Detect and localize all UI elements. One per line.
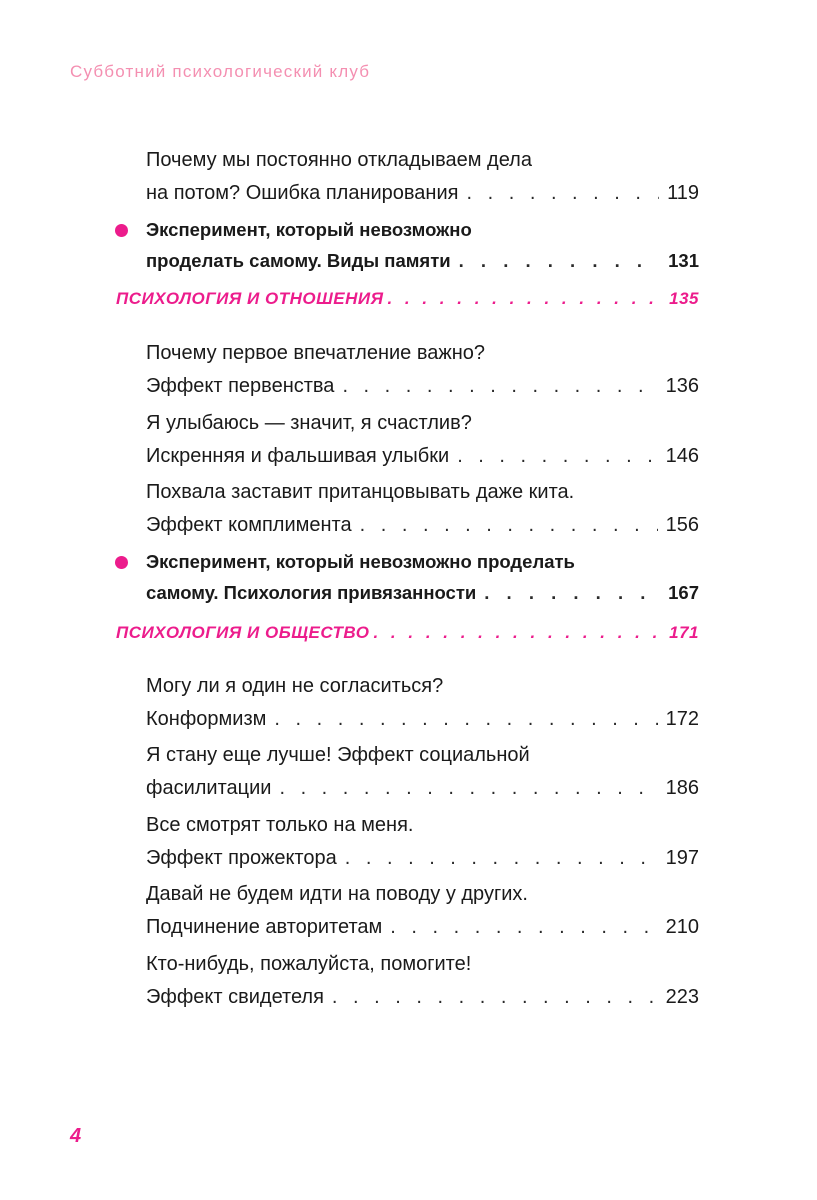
toc-entry-title-line-2: проделать самому. Виды памяти: [146, 250, 451, 271]
toc-entry[interactable]: Почему первое впечатление важно? Эффект …: [146, 337, 699, 403]
toc-page-number: 119: [667, 182, 699, 204]
toc-page-number: 223: [665, 986, 699, 1008]
toc-entry-title-line-1: Похвала заставит пританцовывать даже кит…: [146, 481, 575, 503]
toc-entry-title-line-2: фасилитации: [146, 777, 272, 799]
bullet-icon: [115, 224, 128, 237]
toc-entry[interactable]: Похвала заставит пританцовывать даже кит…: [146, 476, 699, 542]
toc-section-heading[interactable]: ПСИХОЛОГИЯ И ОТНОШЕНИЯ 135: [116, 289, 699, 309]
toc-entry-title-line-2: Искренняя и фальшивая улыбки: [146, 445, 450, 467]
toc-entry-title-line-1: Я стану еще лучше! Эффект социальной: [146, 744, 530, 766]
toc-entry-title-line-1: Я улыбаюсь — значит, я счастлив?: [146, 412, 472, 434]
dot-leader: [345, 842, 658, 875]
toc-section-heading[interactable]: ПСИХОЛОГИЯ И ОБЩЕСТВО 171: [116, 623, 699, 643]
toc-entry-title-line-1: Почему первое впечатление важно?: [146, 342, 486, 364]
toc-entry-title-line-2: на потом? Ошибка планирования: [146, 182, 459, 204]
dot-leader: [484, 577, 660, 608]
toc-entry-title-line-2: Эффект первенства: [146, 375, 335, 397]
toc-entry[interactable]: Кто-нибудь, пожалуйста, помогите! Эффект…: [146, 948, 699, 1014]
dot-leader: [387, 289, 665, 309]
toc-entry[interactable]: Могу ли я один не согласиться? Конформиз…: [146, 670, 699, 736]
toc-entry-title-line-1: Эксперимент, который невозможно проделат…: [146, 551, 575, 572]
section-title: ПСИХОЛОГИЯ И ОБЩЕСТВО: [116, 623, 370, 642]
toc-entry-experiment[interactable]: Эксперимент, который невозможно проделат…: [115, 214, 699, 276]
toc-entry-title-line-1: Могу ли я один не согласиться?: [146, 675, 444, 697]
dot-leader: [390, 911, 657, 944]
toc-entry-title-line-2: самому. Психология привязанности: [146, 582, 477, 603]
toc-entry-title-line-1: Почему мы постоянно откладываем дела: [146, 149, 532, 171]
dot-leader: [274, 703, 657, 736]
bullet-icon: [115, 556, 128, 569]
dot-leader: [457, 440, 657, 473]
toc-entry[interactable]: Почему мы постоянно откладываем дела на …: [146, 144, 699, 210]
section-page-number: 135: [669, 289, 699, 308]
dot-leader: [373, 623, 665, 643]
toc-page-number: 172: [665, 708, 699, 730]
toc-entry-title-line-2: Эффект комплимента: [146, 514, 352, 536]
dot-leader: [360, 509, 658, 542]
toc-page-number: 167: [668, 582, 699, 603]
toc-entry-title-line-1: Кто-нибудь, пожалуйста, помогите!: [146, 953, 472, 975]
toc-page-number: 131: [668, 250, 699, 271]
toc-entry[interactable]: Я улыбаюсь — значит, я счастлив? Искренн…: [146, 407, 699, 473]
toc-page-number: 146: [665, 445, 699, 467]
dot-leader: [342, 370, 657, 403]
toc-page-number: 186: [665, 777, 699, 799]
toc-entry-title-line-1: Эксперимент, который невозможно: [146, 219, 472, 240]
toc-entry-experiment[interactable]: Эксперимент, который невозможно проделат…: [115, 546, 699, 608]
dot-leader: [466, 177, 659, 210]
section-page-number: 171: [669, 623, 699, 642]
page-number: 4: [70, 1125, 82, 1147]
toc-entry-title-line-2: Эффект прожектора: [146, 847, 337, 869]
dot-leader: [279, 772, 657, 805]
toc-entry-title-line-2: Подчинение авторитетам: [146, 916, 383, 938]
toc-entry[interactable]: Я стану еще лучше! Эффект социальной фас…: [146, 739, 699, 805]
toc-entry-title-line-2: Конформизм: [146, 708, 267, 730]
dot-leader: [459, 245, 660, 276]
running-head: Субботний психологический клуб: [70, 62, 371, 81]
toc-page-number: 156: [665, 514, 699, 536]
toc-page-number: 136: [665, 375, 699, 397]
toc-entry-title-line-1: Все смотрят только на меня.: [146, 814, 414, 836]
toc-page-number: 197: [665, 847, 699, 869]
dot-leader: [332, 981, 658, 1014]
toc-entry-title-line-1: Давай не будем идти на поводу у других.: [146, 883, 528, 905]
section-title: ПСИХОЛОГИЯ И ОТНОШЕНИЯ: [116, 289, 384, 308]
toc-entry[interactable]: Давай не будем идти на поводу у других. …: [146, 878, 699, 944]
toc-entry-title-line-2: Эффект свидетеля: [146, 986, 324, 1008]
toc-page-number: 210: [665, 916, 699, 938]
toc-entry[interactable]: Все смотрят только на меня. Эффект проже…: [146, 809, 699, 875]
